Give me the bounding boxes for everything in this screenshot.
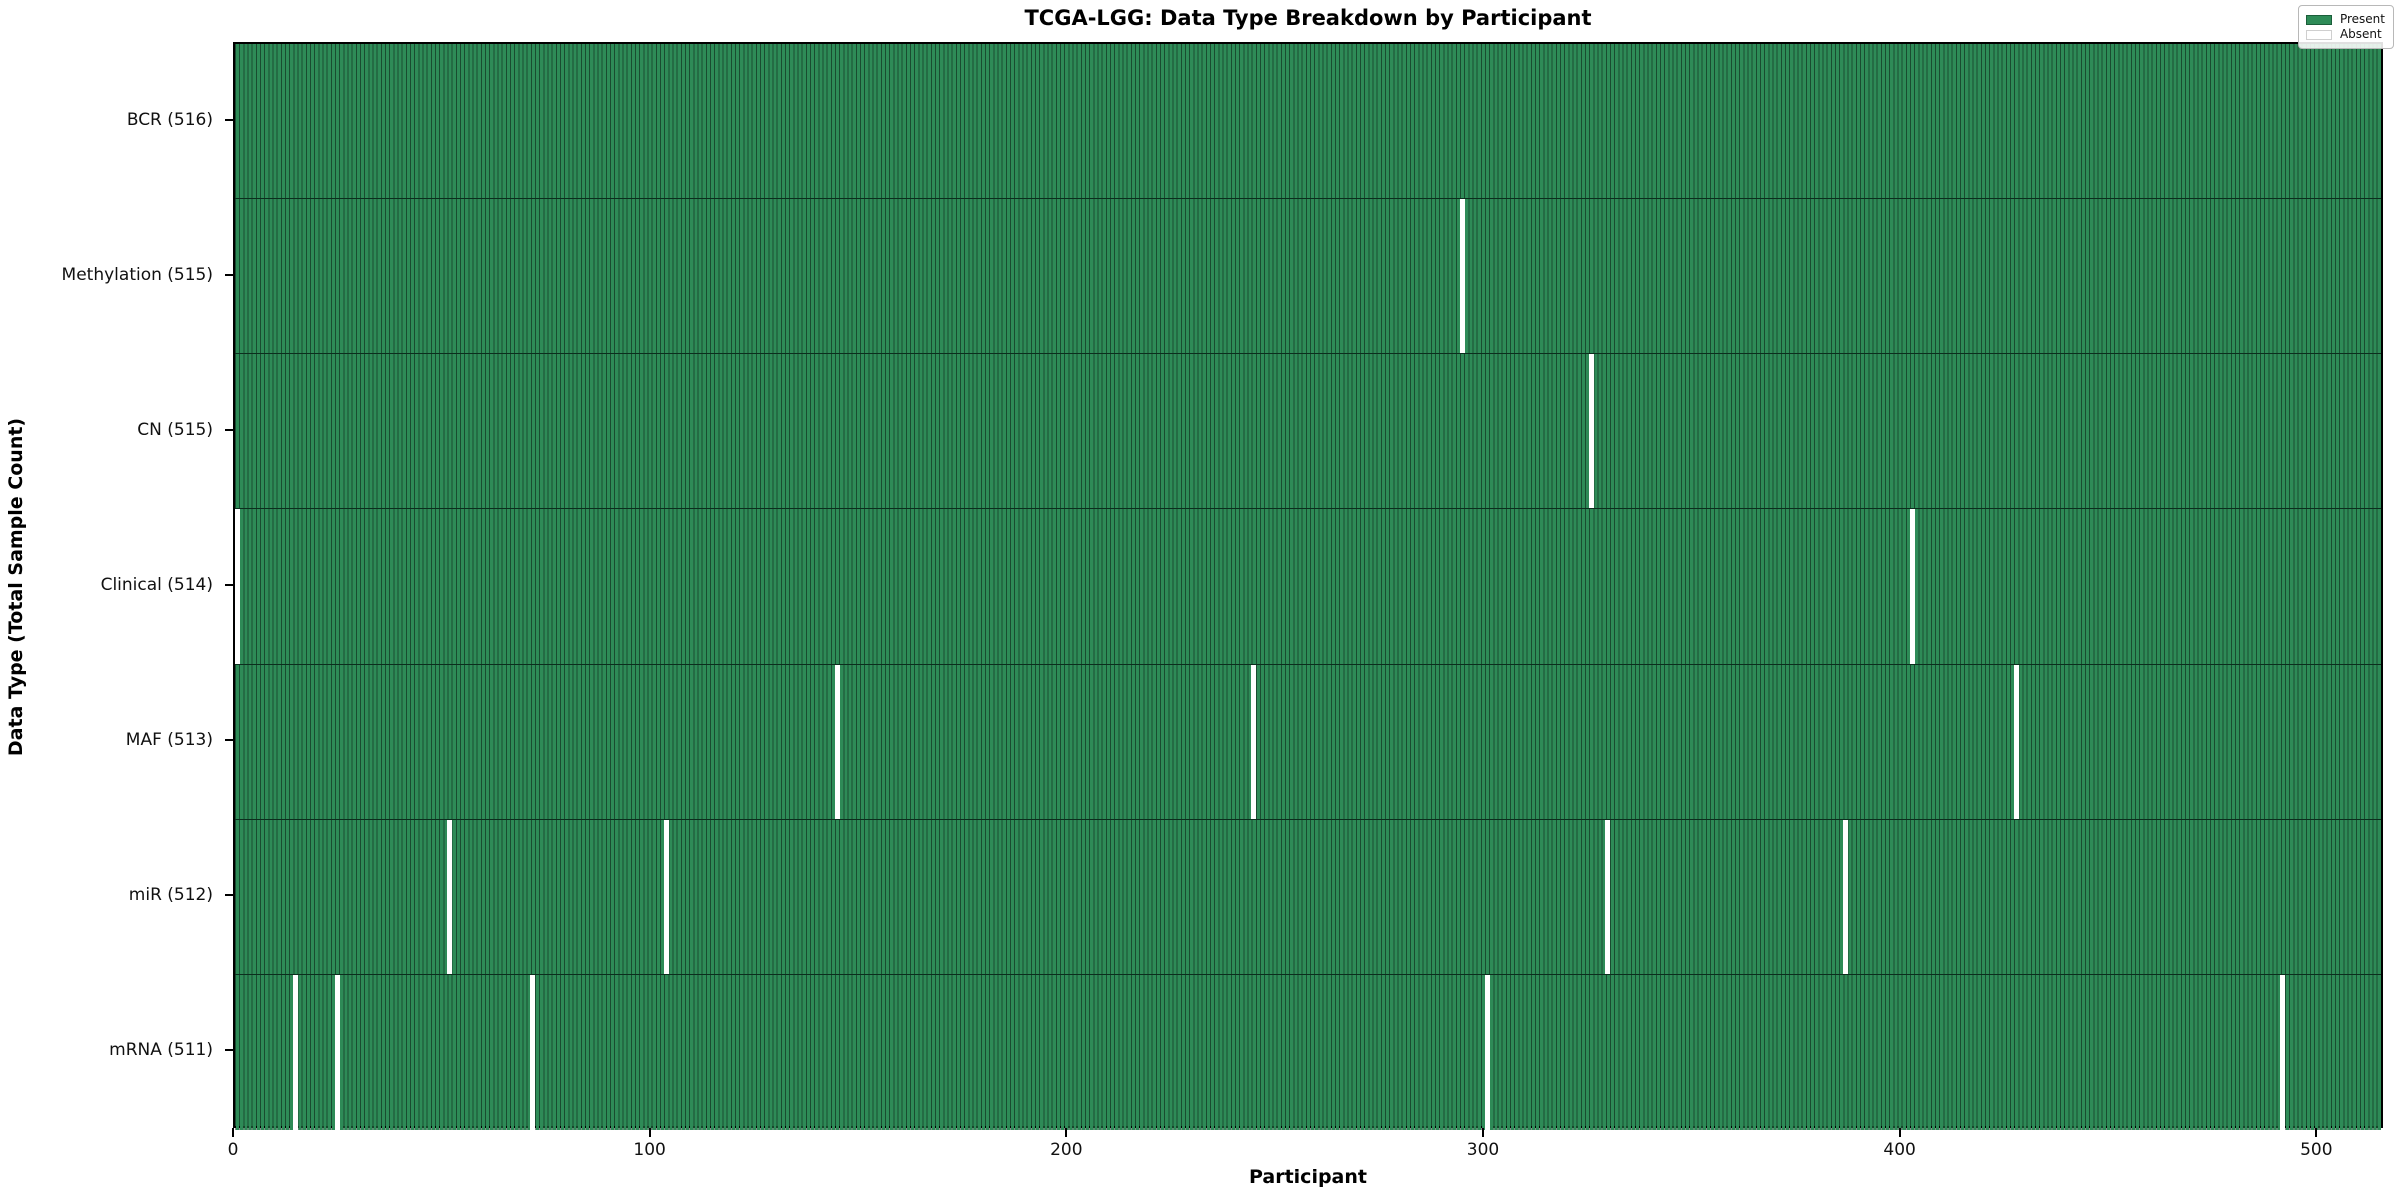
legend-label: Present	[2339, 12, 2385, 26]
x-tick-label: 200	[1050, 1140, 1083, 1160]
y-tick-mark	[225, 739, 233, 742]
data-row-cn	[235, 354, 2381, 510]
x-tick-label: 100	[633, 1140, 666, 1160]
absent-bar	[2013, 664, 2019, 819]
absent-bar	[1588, 354, 1594, 509]
absent-bar	[292, 974, 298, 1130]
y-tick-label: BCR (516)	[126, 109, 213, 130]
y-axis-labels: BCR (516) Methylation (515) CN (515) Clinic…	[0, 42, 225, 1128]
data-row-mrna	[235, 974, 2381, 1130]
absent-bar	[2280, 974, 2286, 1130]
absent-bar	[530, 974, 536, 1130]
data-row-maf	[235, 664, 2381, 820]
data-row-bcr	[235, 44, 2381, 200]
x-tick-label: 400	[1883, 1140, 1916, 1160]
legend: Present Absent	[2297, 5, 2394, 49]
legend-item-absent: Absent	[2305, 27, 2385, 41]
y-tick-mark	[225, 1049, 233, 1052]
absent-bar	[663, 819, 669, 974]
y-tick-mark	[225, 428, 233, 431]
y-tick-mark	[225, 118, 233, 121]
legend-label: Absent	[2339, 27, 2382, 41]
x-tick-label: 0	[227, 1140, 239, 1160]
x-tick-label: 500	[2300, 1140, 2333, 1160]
absent-bar	[1459, 199, 1465, 354]
data-row-clinical	[235, 509, 2381, 665]
chart-title: TCGA-LGG: Data Type Breakdown by Partici…	[1024, 6, 1592, 30]
present-swatch-icon	[2305, 14, 2332, 25]
data-row-methylation	[235, 199, 2381, 355]
absent-bar	[1909, 509, 1915, 664]
absent-bar	[834, 664, 840, 819]
y-tick-label: MAF (513)	[125, 730, 213, 751]
absent-bar	[334, 974, 340, 1130]
y-tick-mark	[225, 584, 233, 586]
absent-bar	[1842, 819, 1848, 974]
y-tick-label: miR (512)	[128, 885, 213, 906]
data-row-mir	[235, 819, 2381, 975]
plot-area	[233, 42, 2383, 1130]
absent-bar	[447, 819, 453, 974]
absent-bar	[1484, 974, 1490, 1130]
y-tick-label: Methylation (515)	[61, 264, 213, 285]
y-tick-label: mRNA (511)	[109, 1040, 213, 1061]
y-tick-label: CN (515)	[137, 419, 213, 440]
y-tick-mark	[225, 894, 233, 897]
absent-swatch-icon	[2305, 29, 2332, 40]
absent-bar	[235, 509, 241, 664]
x-tick-mark	[232, 1128, 234, 1137]
x-axis-title: Participant	[1248, 1166, 1367, 1188]
legend-item-present: Present	[2305, 12, 2385, 26]
y-tick-label: Clinical (514)	[100, 575, 213, 595]
absent-bar	[1251, 664, 1257, 819]
x-tick-label: 300	[1466, 1140, 1500, 1160]
y-tick-mark	[225, 273, 233, 276]
absent-bar	[1605, 819, 1611, 974]
